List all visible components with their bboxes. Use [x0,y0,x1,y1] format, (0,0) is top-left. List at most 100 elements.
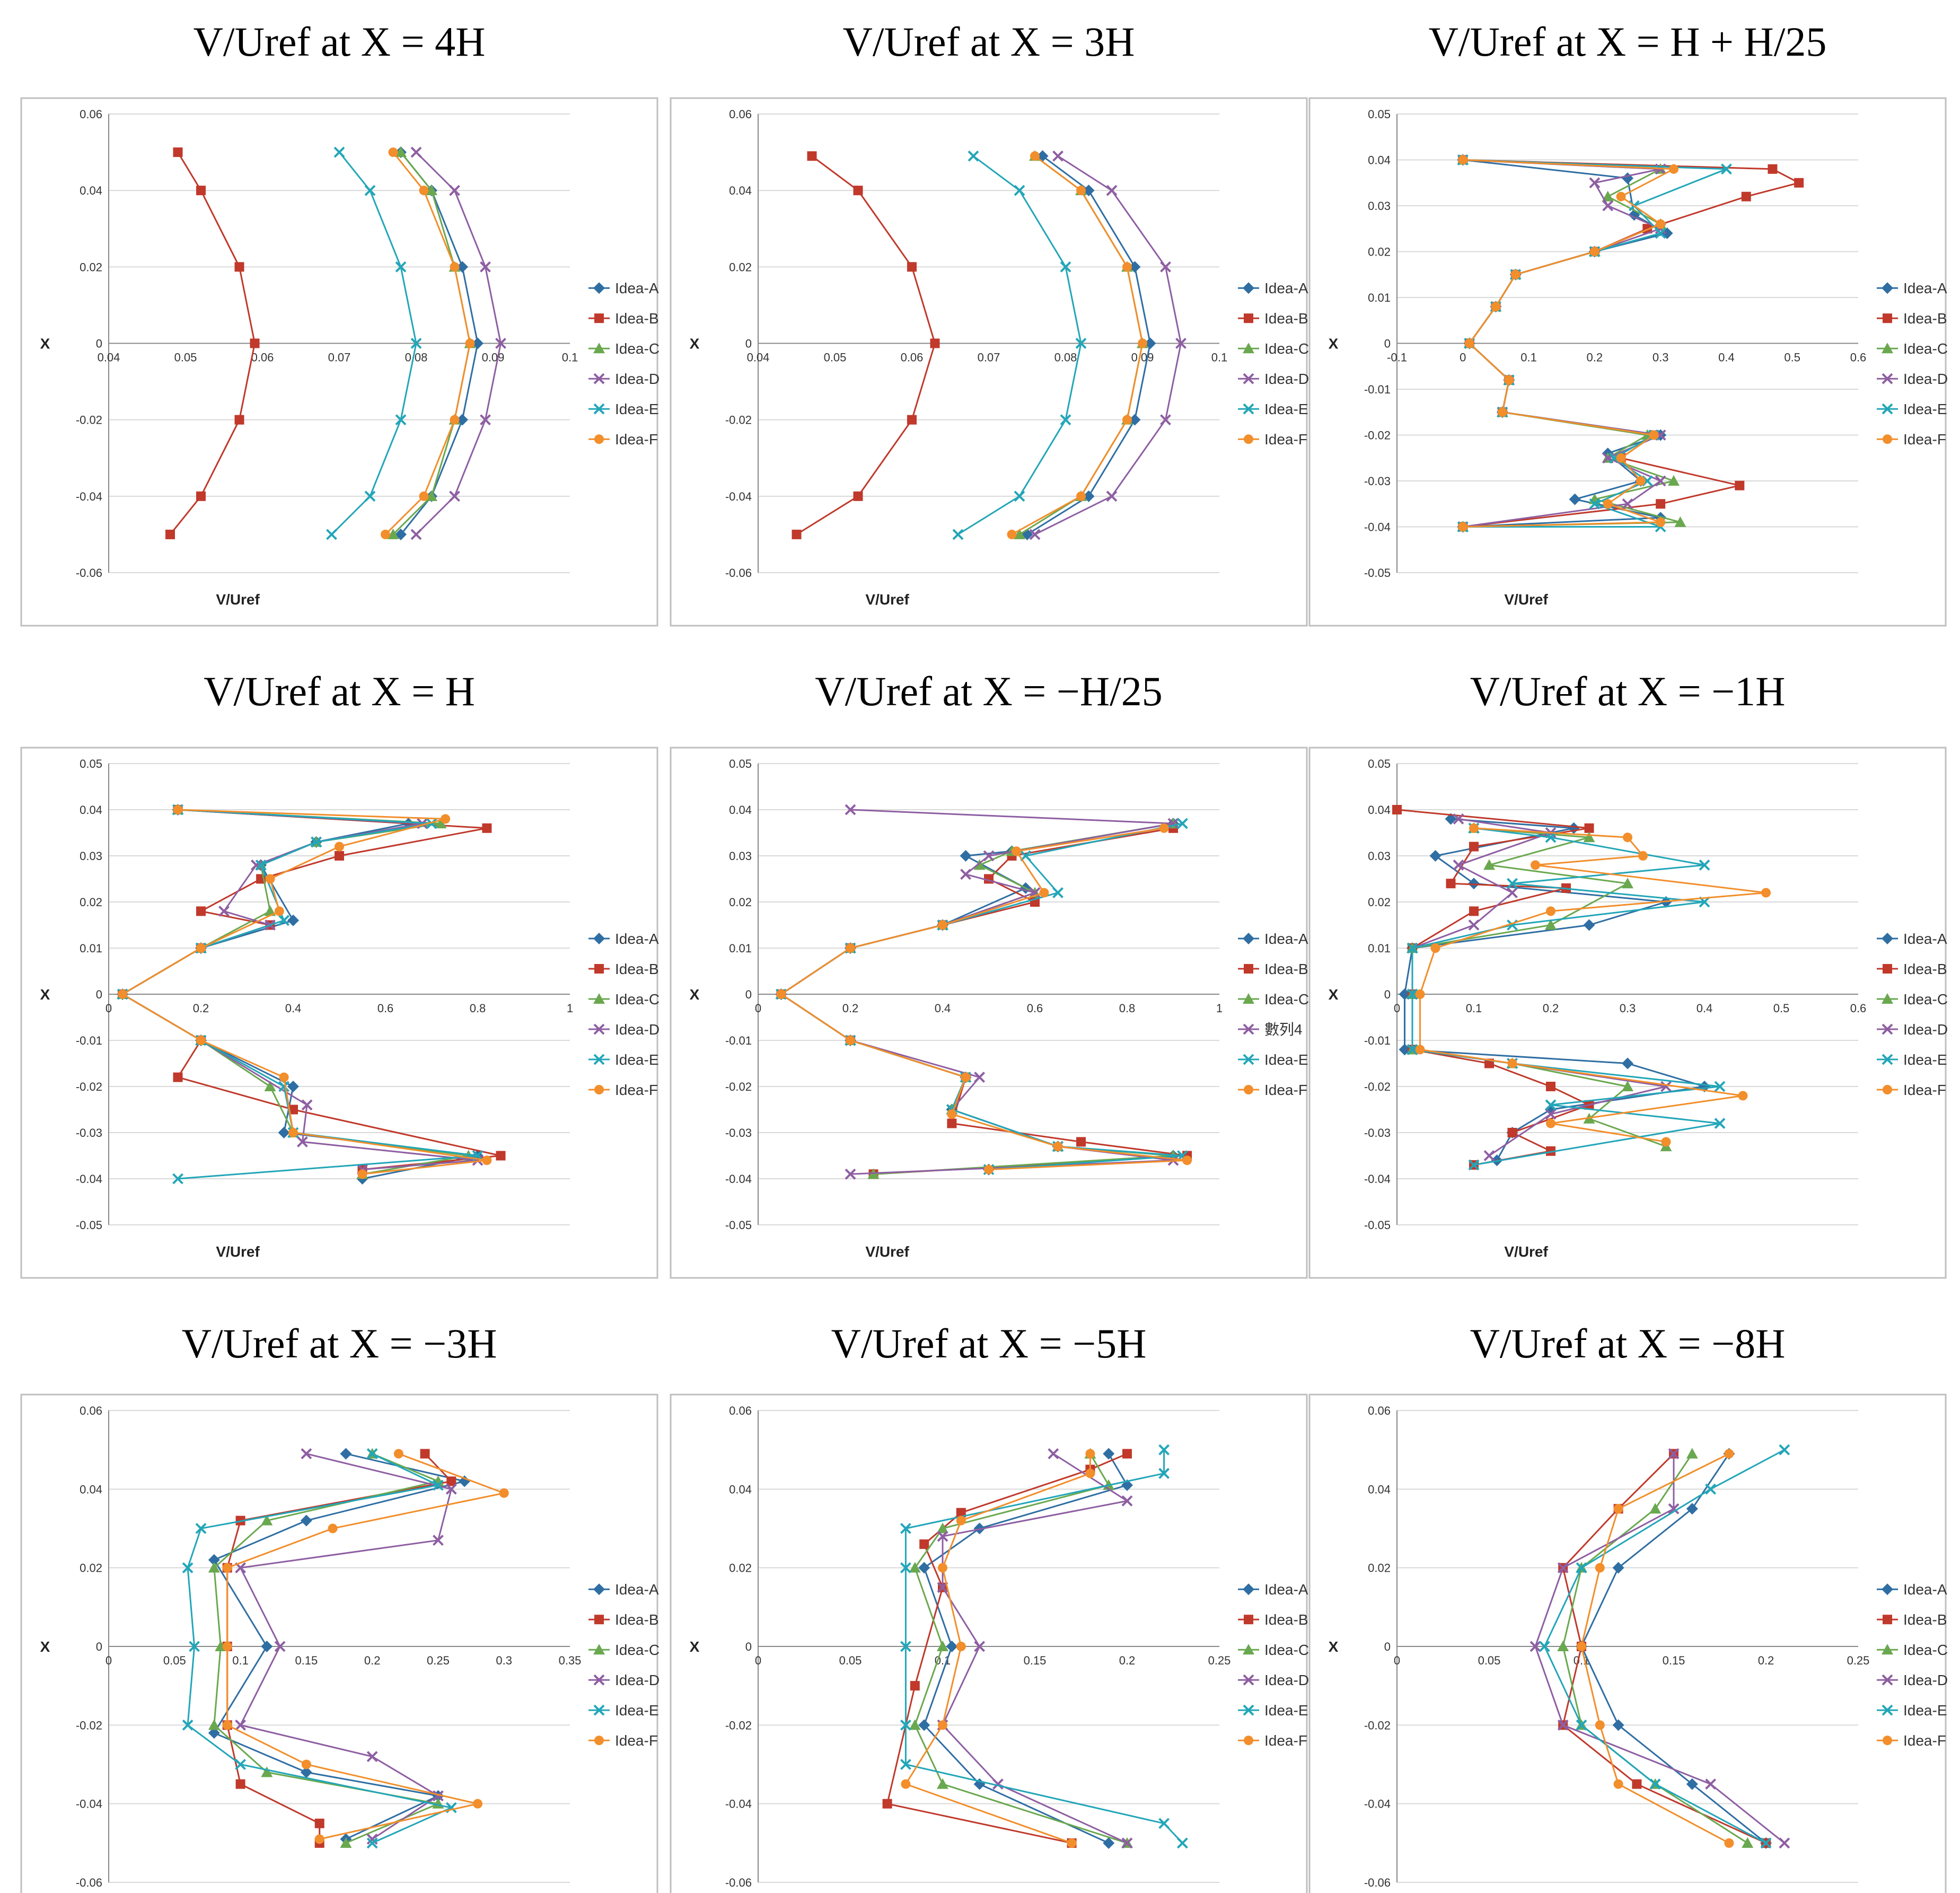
data-point [433,1790,444,1802]
data-point [1007,529,1017,539]
x-tick-label: 0.1 [1466,1002,1482,1015]
data-point [1176,818,1188,829]
data-point [182,1719,194,1731]
legend-entry: Idea-F [1238,431,1307,448]
x-tick-label: 0.07 [978,351,1000,364]
data-point [1546,906,1555,916]
y-tick-label: 0.06 [80,108,102,121]
data-point [420,1449,430,1459]
legend-marker [1244,313,1253,323]
data-point [900,1759,911,1770]
x-tick-label: 0.25 [1847,1654,1870,1667]
data-point [426,490,437,501]
legend-label: Idea-A [615,1581,659,1598]
data-point [196,186,206,196]
y-tick-label: -0.06 [725,1876,752,1889]
series-line [121,809,487,1175]
data-point [393,1449,403,1459]
data-point [1458,155,1468,165]
data-point [301,1099,313,1111]
x-tick-label: 0.6 [377,1002,394,1015]
y-tick-label: 0.06 [1368,1404,1391,1417]
x-axis-label: V/Uref [865,591,909,608]
legend-label: Idea-E [1264,1702,1308,1719]
x-tick-label: 0.15 [1024,1654,1047,1667]
y-tick-label: -0.01 [1364,383,1391,396]
data-point [1613,1504,1623,1514]
y-tick-label: -0.04 [1364,1172,1391,1186]
legend-entry: Idea-D [1877,371,1948,387]
legend-marker [1243,1644,1254,1655]
data-point [846,943,855,953]
data-point [1622,878,1633,889]
x-tick-label: 0.2 [1758,1654,1774,1667]
legend-marker [1882,993,1893,1004]
x-tick-label: 0.6 [1027,1002,1043,1015]
data-point [1699,859,1710,871]
x-tick-label: 0.2 [1587,351,1603,364]
legend-entry: Idea-E [1238,1051,1308,1068]
data-point [1158,1444,1170,1456]
legend-label: Idea-C [615,340,660,357]
legend-label: Idea-F [1264,1732,1307,1749]
y-tick-label: -0.02 [1364,1719,1391,1732]
data-point [410,529,422,540]
data-point [410,146,422,158]
data-point [496,1151,506,1161]
data-point [1656,219,1666,229]
data-point [1048,1448,1059,1459]
data-point [1576,1562,1587,1574]
y-tick-label: -0.04 [725,1172,752,1186]
data-point [937,1522,948,1533]
data-point [1029,529,1041,540]
data-point [1569,493,1581,505]
data-point [118,989,128,999]
y-tick-label: -0.03 [76,1126,102,1140]
y-axis-label: X [1329,1638,1339,1655]
legend-label: Idea-D [1264,1672,1309,1688]
data-point [984,1164,994,1175]
y-tick-label: 0.05 [729,757,752,770]
data-point [1085,1449,1095,1459]
data-point [1468,1159,1480,1171]
data-point [1483,1150,1495,1161]
data-point [1724,1449,1734,1459]
legend-entry: Idea-C [588,340,660,357]
data-point [1458,522,1468,532]
legend-marker [1243,343,1254,354]
legend-entry: Idea-A [1238,1581,1308,1598]
legend-marker [1883,964,1892,974]
legend-entry: 數列4 [1238,1021,1303,1038]
series-Idea-E [1539,1444,1790,1849]
data-point [1545,919,1557,930]
legend-label: Idea-C [1903,1642,1948,1658]
legend-marker [593,1054,605,1065]
data-point [1530,1641,1541,1652]
series-Idea-F [381,147,475,539]
data-point [1545,1099,1557,1111]
legend-label: Idea-F [615,1732,658,1749]
data-point [279,1072,289,1082]
y-tick-label: -0.02 [725,414,752,427]
legend-marker [1882,373,1893,384]
y-tick-label: 0 [96,988,102,1001]
chart-title: V/Uref at X = −3H [182,1320,497,1366]
legend-label: Idea-D [1903,1672,1948,1688]
y-tick-label: 0.04 [729,1483,752,1496]
x-tick-label: 0 [1394,1002,1400,1015]
legend-entry: Idea-F [1877,431,1946,448]
y-tick-label: 0.04 [1368,1483,1391,1496]
data-point [1014,490,1025,502]
y-tick-label: -0.02 [725,1719,752,1732]
x-tick-label: 0.35 [559,1654,582,1667]
data-point [1176,1837,1188,1849]
data-point [1052,887,1064,899]
data-point [1669,164,1678,174]
data-point [1589,177,1601,189]
legend-entry: Idea-D [588,1021,660,1038]
data-point [930,338,940,348]
data-point [1507,887,1518,899]
y-tick-label: 0.02 [729,260,752,274]
y-tick-label: 0.02 [1368,246,1391,259]
chart-panel: V/Uref at X = −5H -0.06 -0.04 -0.02 0 0.02 0.0… [670,1320,1309,1893]
